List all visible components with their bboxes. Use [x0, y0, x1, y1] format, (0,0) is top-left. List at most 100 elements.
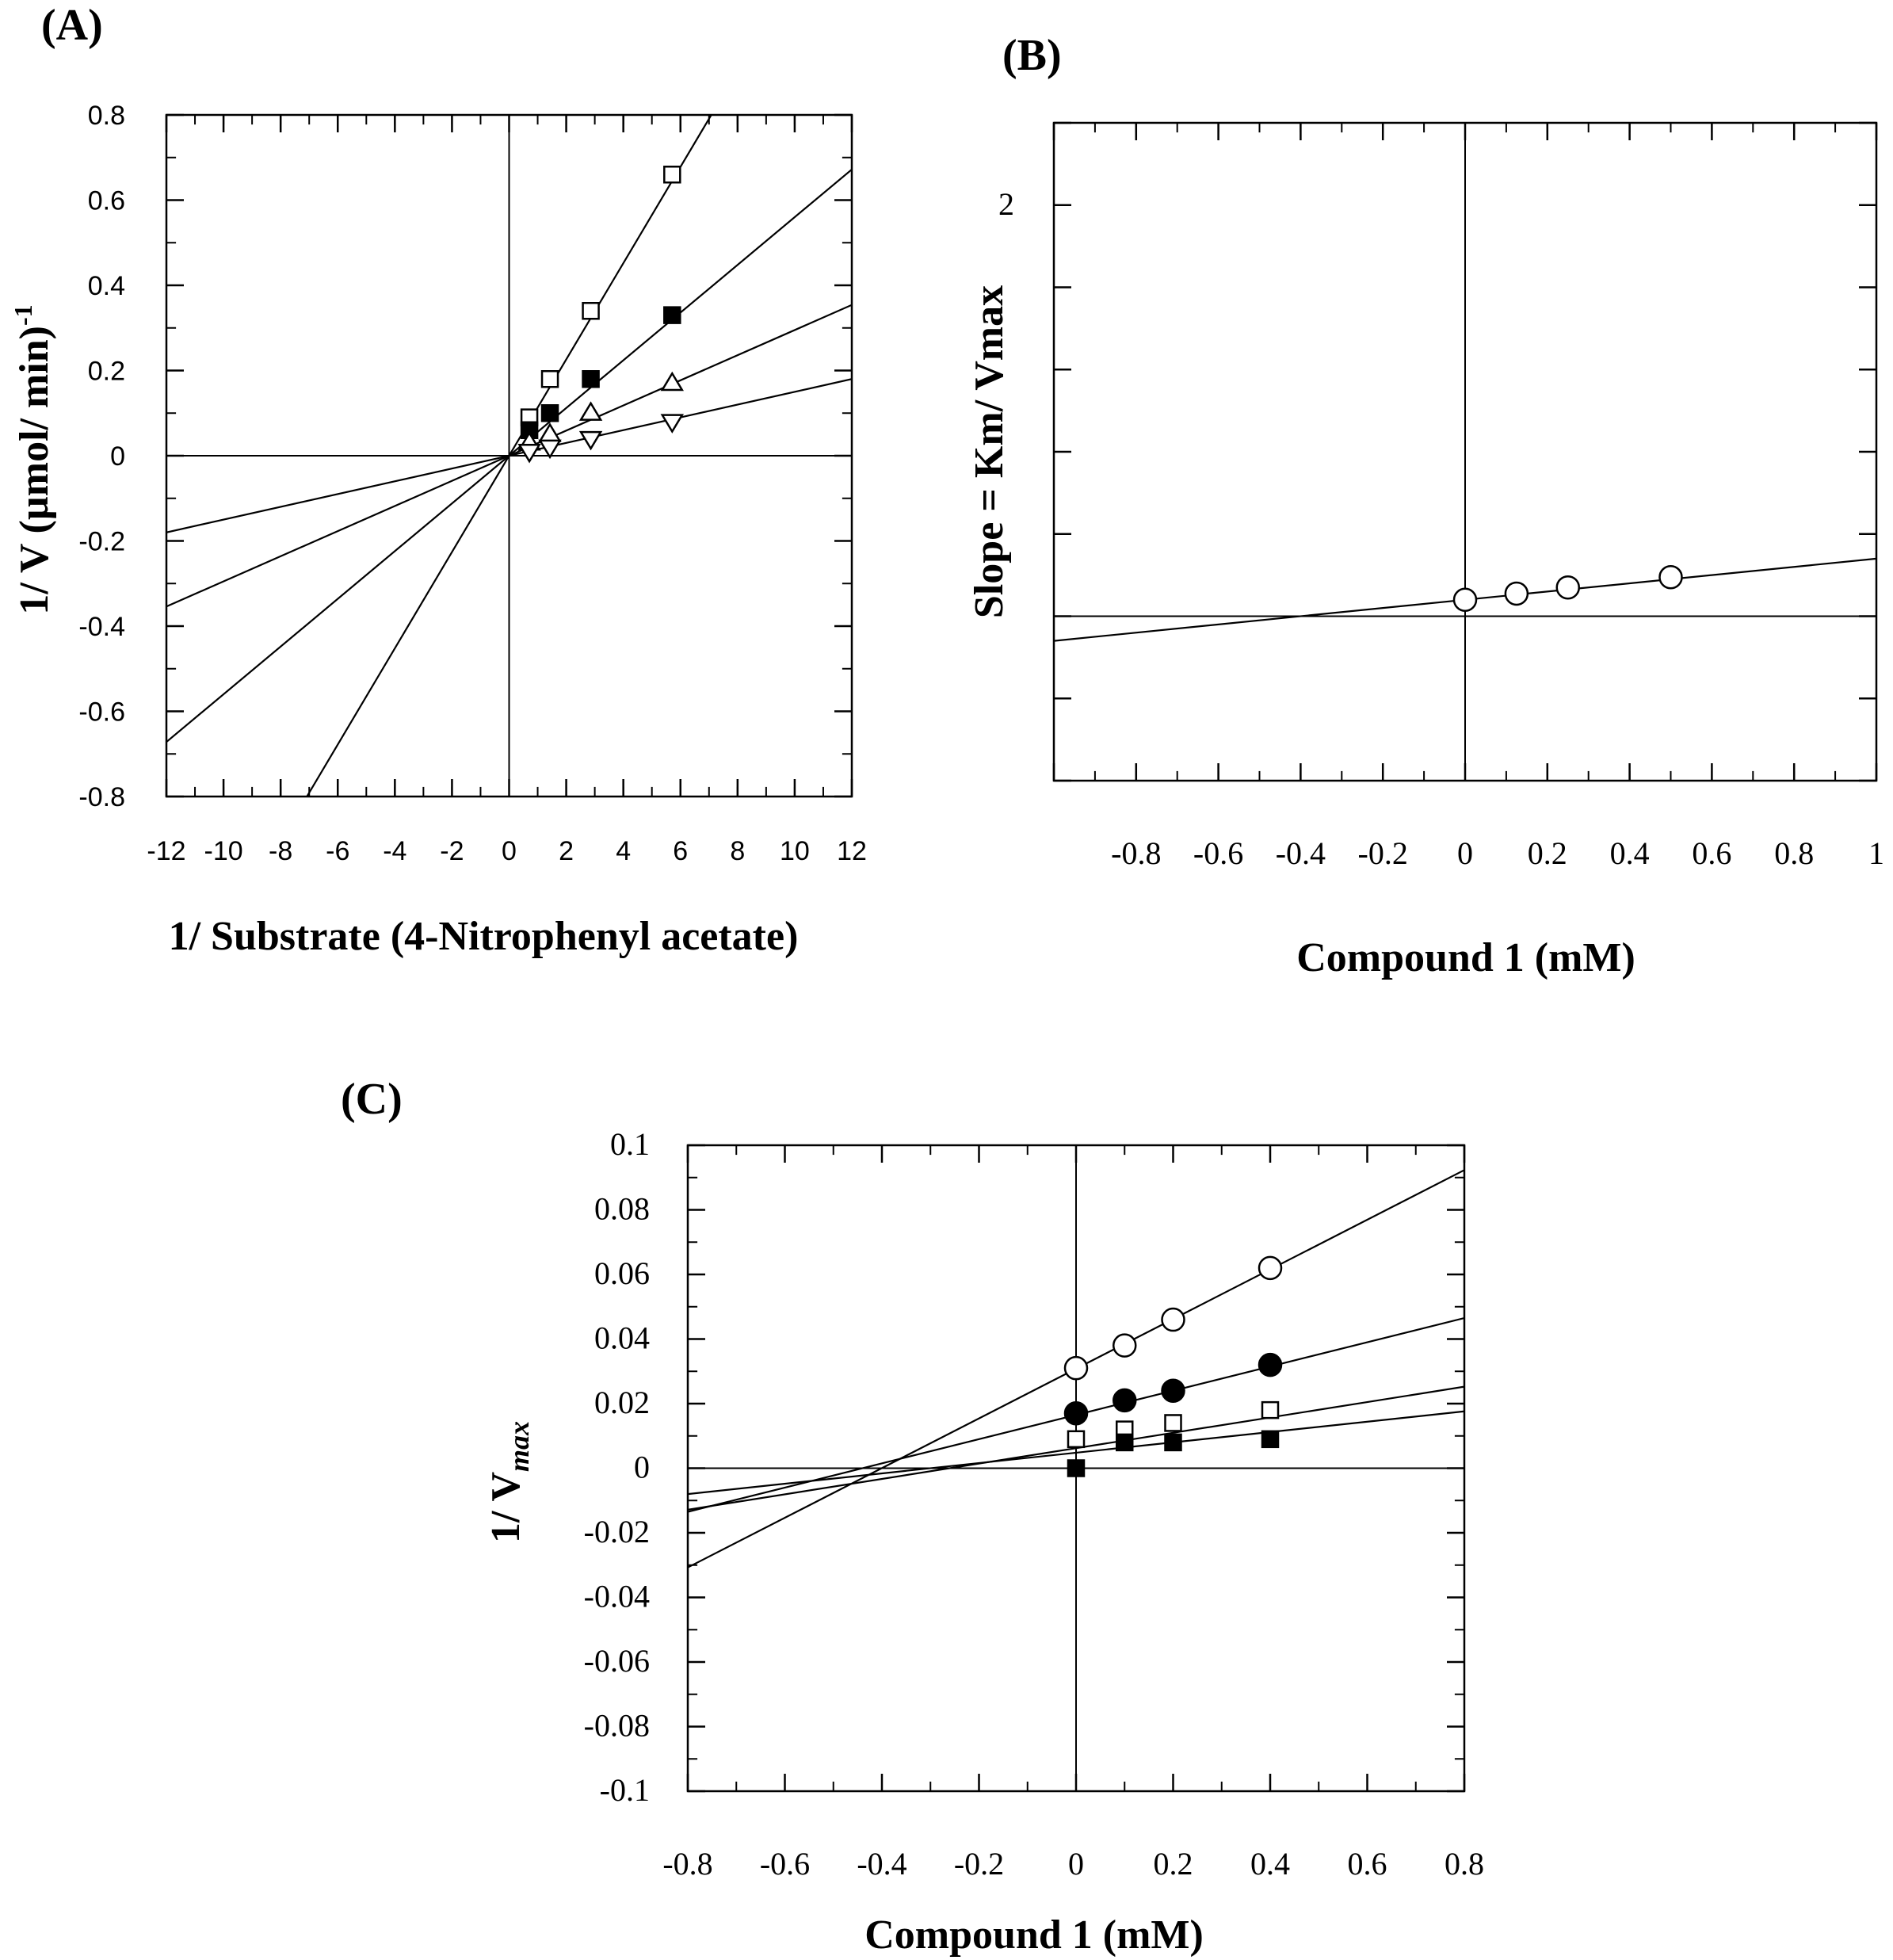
panel-a-plot: -12 -10 -8 -6 -4 -2 0 2 4 6 8 10 12 0.8 0.6 0.4 0.2 0 -0.2… — [78, 101, 867, 866]
panel-c-y-tick-label: 0.08 — [594, 1191, 650, 1227]
panel-a-series-1-point — [663, 306, 681, 324]
panel-c-series-0-point — [1161, 1307, 1185, 1332]
panel-a-x-tick-label: -2 — [440, 836, 464, 866]
panel-a-fit-lines — [166, 115, 852, 797]
panel-a-series-3-line — [166, 378, 852, 533]
panel-c-letter: (C) — [341, 1075, 403, 1124]
panel-b-x-tick-label: -0.8 — [1111, 835, 1161, 871]
panel-a-y-tick-label: 0.4 — [88, 271, 125, 301]
panel-c-y-axis-title-group: 1/ Vmax — [483, 1421, 535, 1543]
panel-c-series-3-line — [688, 1410, 1464, 1496]
panel-c-series-1-point — [1063, 1400, 1089, 1426]
panel-b-x-tick-label: 0.8 — [1774, 835, 1814, 871]
panel-a-x-axis-title: 1/ Substrate (4-Nitrophenyl acetate) — [169, 914, 799, 959]
panel-c-x-tick-label: 0.2 — [1154, 1846, 1193, 1882]
panel-b-y-axis-title: Slope = Km/ Vmax — [967, 285, 1012, 618]
panel-c-series-1-point — [1161, 1378, 1185, 1403]
panel-a-x-tick-label: 8 — [730, 836, 745, 866]
panel-a-y-tick-label: 0.8 — [88, 101, 125, 131]
panel-a-series-3-point — [578, 430, 603, 451]
panel-a-y-tick-label: -0.4 — [78, 612, 125, 642]
panel-a-y-tick-label: -0.6 — [78, 697, 125, 728]
panel-c-x-tick-label: -0.6 — [760, 1846, 810, 1882]
panel-a-series-1-point — [582, 370, 600, 388]
panel-b-series-0-point — [1504, 581, 1529, 606]
panel-c-y-axis-title-sub: max — [503, 1421, 535, 1472]
panel-c-series-2-point — [1067, 1430, 1086, 1449]
panel-c-plot: -0.8 -0.6 -0.4 -0.2 0 0.2 0.4 0.6 0.8 0.1 0.08 0.06… — [584, 1126, 1484, 1882]
panel-a-series-1-point — [540, 404, 559, 422]
panel-b-y-tick-label: 2 — [998, 186, 1014, 222]
panel-a-series-3-point — [538, 439, 562, 460]
panel-a-x-tick-label: 2 — [559, 836, 574, 866]
panel-a-y-tick-label: 0.6 — [88, 186, 125, 216]
panel-b-x-tick-label: -0.2 — [1358, 835, 1408, 871]
panel-b-series-0-point — [1555, 575, 1580, 600]
panel-c-x-tick-label: 0 — [1068, 1846, 1084, 1882]
panel-b: (B) -0.8 -0.6 -0.4 -0.2 0 0.2 0.4 0.6 0.8 1 2 Comp… — [967, 31, 1884, 980]
panel-a-x-tick-label: -4 — [383, 836, 406, 866]
panel-b-x-tick-label: 1 — [1868, 835, 1884, 871]
panel-a: (A) -12 -10 -8 -6 -4 -2 0 2 4 6 8 10 12 0.8 0.6 0.4 0.2 0… — [9, 1, 867, 959]
panel-a-x-tick-label: 4 — [616, 836, 631, 866]
panel-a-x-tick-label: 12 — [837, 836, 867, 866]
panel-c-series-2-point — [1261, 1400, 1280, 1419]
panel-c-series-0-point — [1063, 1355, 1089, 1381]
panel-c-y-axis-title: 1/ Vmax — [483, 1421, 535, 1543]
panel-b-series-0-point — [1452, 587, 1478, 612]
panel-b-series-0-point — [1658, 564, 1683, 590]
panel-a-y-tick-label: 0.2 — [88, 357, 125, 387]
panel-c-y-tick-label: 0 — [634, 1450, 650, 1485]
panel-a-y-axis-title-sup: -1 — [9, 304, 37, 326]
panel-a-series-3-point — [660, 414, 685, 434]
panel-c-x-tick-label: -0.8 — [662, 1846, 712, 1882]
panel-b-x-tick-label: -0.4 — [1276, 835, 1326, 871]
panel-c-series-2-line — [688, 1385, 1464, 1511]
panel-b-y-axis-title-group: Slope = Km/ Vmax — [967, 285, 1012, 618]
panel-c-x-tick-label: 0.6 — [1348, 1846, 1387, 1882]
panel-c-series-3-point — [1116, 1433, 1134, 1452]
panel-b-x-axis-title: Compound 1 (mM) — [1296, 935, 1635, 980]
panel-a-x-tick-label: -10 — [204, 836, 243, 866]
panel-a-series-2-point — [660, 371, 685, 392]
panel-c-y-tick-label: -0.08 — [584, 1708, 650, 1744]
panel-c-series-3-point — [1164, 1433, 1182, 1452]
panel-c-series-1-point — [1258, 1352, 1283, 1377]
panel-c-x-tick-label: 0.8 — [1445, 1846, 1484, 1882]
panel-b-x-tick-label: -0.6 — [1193, 835, 1243, 871]
panel-a-x-tick-label: 10 — [780, 836, 810, 866]
panel-c-y-tick-label: -0.02 — [584, 1514, 650, 1549]
panel-a-x-tick-label: -6 — [326, 836, 349, 866]
panel-c-y-tick-label: -0.06 — [584, 1643, 650, 1679]
panel-b-x-tick-label: 0.6 — [1692, 835, 1731, 871]
panel-a-x-tick-label: 0 — [502, 836, 517, 866]
panel-a-series-0-point — [663, 166, 681, 184]
panel-b-x-tick-label: 0 — [1457, 835, 1473, 871]
panel-c-y-tick-label: -0.04 — [584, 1579, 650, 1614]
panel-c-y-axis-title-main: 1/ V — [483, 1472, 529, 1543]
panel-c-x-tick-label: 0.4 — [1250, 1846, 1290, 1882]
panel-a-letter: (A) — [41, 1, 103, 50]
panel-b-x-tick-label: 0.2 — [1528, 835, 1567, 871]
panel-c-y-tick-label: 0.06 — [594, 1255, 650, 1291]
panel-a-x-tick-label: -12 — [147, 836, 185, 866]
panel-b-plot: -0.8 -0.6 -0.4 -0.2 0 0.2 0.4 0.6 0.8 1 2 — [998, 121, 1884, 871]
panel-c-x-tick-label: -0.2 — [954, 1846, 1004, 1882]
panel-c-y-tick-label: 0.04 — [594, 1320, 650, 1356]
panel-c: (C) -0.8 -0.6 -0.4 -0.2 0 0.2 0.4 0.6 0.8 0.1 0.08… — [341, 1075, 1484, 1958]
panel-a-y-axis-title-main: 1/ V (µmol/ min) — [12, 326, 57, 615]
panel-c-y-tick-label: 0.02 — [594, 1385, 650, 1420]
panel-c-series-3-point — [1261, 1430, 1280, 1449]
panel-a-series-0-point — [582, 302, 600, 320]
panel-c-x-tick-label: -0.4 — [857, 1846, 906, 1882]
panel-a-y-axis-title: 1/ V (µmol/ min)-1 — [9, 304, 57, 614]
panel-c-y-tick-label: -0.1 — [600, 1772, 650, 1808]
panel-a-y-tick-label: 0 — [110, 441, 125, 472]
panel-a-x-tick-label: -8 — [269, 836, 292, 866]
panel-a-series-3-point — [517, 444, 541, 464]
panel-b-letter: (B) — [1002, 31, 1062, 80]
panel-a-x-tick-label: 6 — [673, 836, 688, 866]
panel-c-x-axis-title: Compound 1 (mM) — [864, 1912, 1204, 1958]
panel-c-series-1-point — [1113, 1388, 1137, 1413]
